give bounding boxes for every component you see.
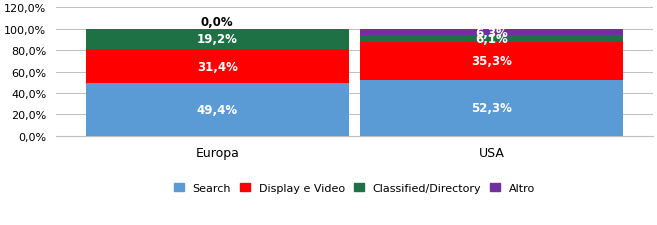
- Text: 35,3%: 35,3%: [471, 55, 512, 68]
- Text: 31,4%: 31,4%: [197, 60, 238, 73]
- Bar: [361, 43, 623, 80]
- Text: 49,4%: 49,4%: [196, 104, 238, 116]
- Text: 19,2%: 19,2%: [197, 33, 238, 46]
- Text: 6,1%: 6,1%: [476, 33, 508, 46]
- Bar: [361, 36, 623, 43]
- Text: 0,0%: 0,0%: [201, 16, 233, 28]
- Bar: [86, 50, 348, 83]
- Bar: [361, 29, 623, 36]
- Bar: [86, 29, 348, 50]
- Text: 52,3%: 52,3%: [471, 102, 512, 115]
- Bar: [86, 83, 348, 136]
- Text: 6,3%: 6,3%: [476, 26, 508, 39]
- Bar: [361, 80, 623, 136]
- Legend: Search, Display e Video, Classified/Directory, Altro: Search, Display e Video, Classified/Dire…: [170, 178, 540, 197]
